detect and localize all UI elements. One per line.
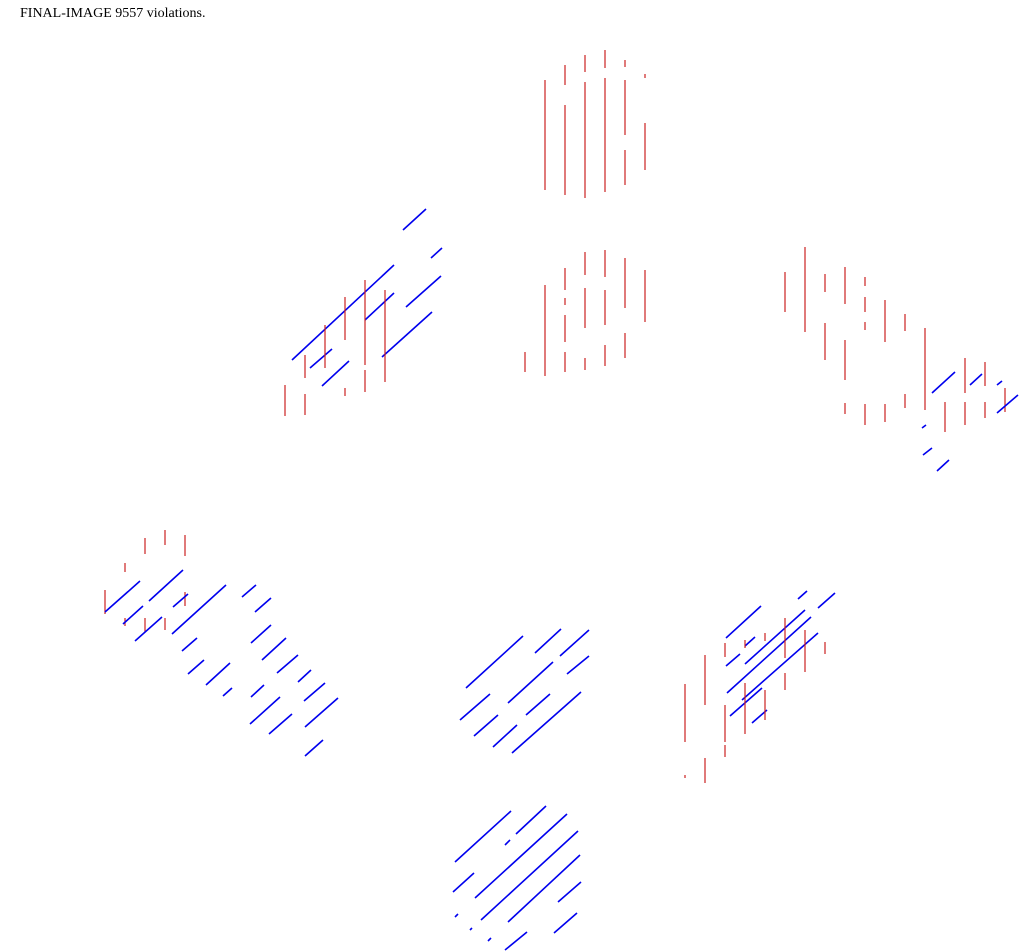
- diagonal-mark: [725, 653, 741, 667]
- diagonal-mark: [553, 912, 578, 934]
- diagonal-mark: [559, 629, 590, 657]
- cluster-lower-center: [459, 628, 590, 754]
- cluster-lower-left: [104, 530, 339, 757]
- diagonal-mark: [268, 713, 293, 735]
- cluster-upper-left: [284, 208, 443, 416]
- cluster-bottom-center: [452, 805, 582, 951]
- diagonal-mark: [969, 373, 983, 386]
- diagonal-mark: [744, 609, 806, 665]
- diagonal-mark: [187, 659, 205, 675]
- diagonal-mark: [525, 693, 551, 716]
- diagonal-mark: [797, 590, 808, 600]
- diagonal-mark: [104, 580, 141, 613]
- diagonal-mark: [309, 348, 333, 369]
- diagonal-mark: [452, 872, 475, 893]
- diagonal-mark: [534, 628, 562, 654]
- diagonal-mark: [304, 697, 339, 728]
- diagonal-mark: [321, 360, 350, 387]
- diagonal-mark: [725, 605, 762, 639]
- cluster-center: [524, 250, 646, 376]
- diagonal-mark: [511, 691, 582, 754]
- diagonal-mark: [465, 635, 524, 689]
- diagonal-mark: [936, 459, 950, 472]
- diagonal-mark: [222, 687, 233, 697]
- diagonal-mark: [254, 597, 272, 613]
- diagonal-mark: [291, 264, 395, 361]
- diagonal-mark: [557, 881, 582, 903]
- diagonal-mark: [515, 805, 547, 835]
- diagonal-mark: [381, 311, 433, 358]
- diagonal-mark: [250, 624, 272, 644]
- diagonal-mark: [474, 813, 568, 899]
- diagonal-mark: [741, 632, 819, 701]
- diagonal-mark: [181, 637, 198, 652]
- diagonal-mark: [487, 937, 492, 942]
- diagonal-mark: [480, 830, 579, 921]
- diagonal-mark: [507, 661, 554, 704]
- diagonal-mark: [402, 208, 427, 231]
- diagonal-mark: [921, 424, 927, 429]
- diagonal-mark: [122, 605, 144, 625]
- cluster-top-center: [544, 50, 646, 198]
- diagonal-mark: [726, 616, 812, 694]
- diagonal-mark: [996, 394, 1019, 414]
- diagonal-mark: [304, 739, 324, 757]
- diagonal-mark: [473, 714, 499, 737]
- diagonal-mark: [507, 854, 581, 923]
- diagonal-mark: [922, 447, 933, 456]
- diagonal-mark: [454, 913, 459, 918]
- cluster-lower-right: [684, 590, 836, 783]
- diagonal-mark: [303, 682, 326, 702]
- diagonal-mark: [729, 687, 763, 717]
- diagonal-mark: [148, 569, 184, 602]
- diagonal-mark: [250, 684, 265, 698]
- diagonal-mark: [405, 275, 442, 308]
- diagonal-mark: [469, 927, 473, 931]
- diagonal-mark: [931, 371, 956, 394]
- diagonal-mark: [364, 292, 395, 321]
- cluster-right: [784, 247, 1019, 472]
- diagonal-mark: [817, 592, 836, 609]
- diagonal-mark: [261, 637, 287, 661]
- diagonal-mark: [459, 693, 491, 721]
- diagonal-mark: [134, 616, 163, 642]
- diagonal-mark: [454, 810, 512, 863]
- diagonal-mark: [205, 662, 231, 686]
- diagonal-mark: [744, 636, 756, 647]
- violation-caption: FINAL-IMAGE 9557 violations.: [20, 6, 206, 21]
- diagonal-mark: [430, 247, 443, 259]
- diagonal-mark: [249, 696, 281, 725]
- diagonal-mark: [172, 593, 189, 608]
- diagonal-mark: [297, 669, 312, 683]
- diagonal-mark: [276, 654, 299, 674]
- diagonal-mark: [492, 724, 518, 748]
- diagonal-mark: [996, 380, 1003, 386]
- diagonal-mark: [241, 584, 257, 598]
- diagonal-mark: [504, 931, 528, 951]
- diagonal-mark: [504, 839, 511, 846]
- diagonal-mark: [171, 584, 227, 635]
- diagonal-mark: [566, 655, 590, 675]
